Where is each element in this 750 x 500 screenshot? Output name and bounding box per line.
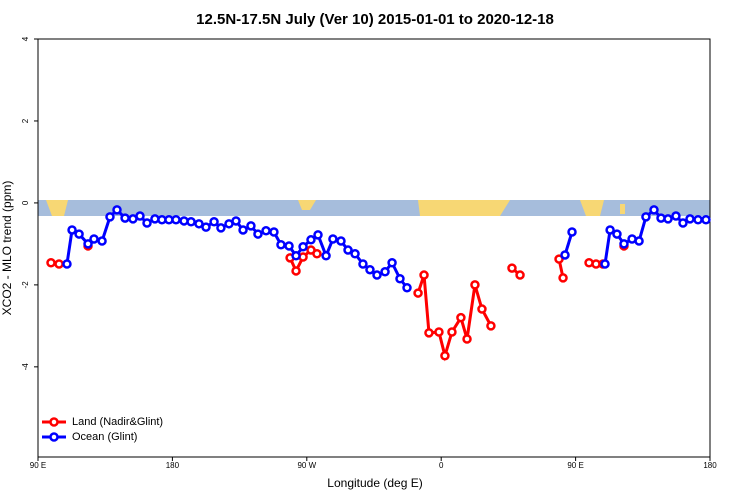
x-axis-label: Longitude (deg E) bbox=[327, 476, 422, 490]
data-point bbox=[54, 259, 64, 269]
x-tick-label: 0 bbox=[439, 461, 444, 470]
data-point bbox=[171, 214, 181, 225]
data-point bbox=[365, 264, 375, 275]
data-point bbox=[605, 225, 615, 235]
x-tick-label: 90 W bbox=[297, 461, 316, 470]
data-point bbox=[678, 218, 688, 228]
data-point bbox=[67, 225, 77, 235]
data-point bbox=[413, 288, 423, 298]
data-point bbox=[612, 229, 622, 239]
data-point bbox=[440, 351, 450, 361]
x-tick-label: 90 E bbox=[30, 461, 46, 470]
plot-frame bbox=[37, 38, 711, 458]
data-point bbox=[89, 234, 99, 244]
data-point bbox=[194, 219, 204, 229]
data-point bbox=[336, 236, 346, 246]
data-point bbox=[358, 259, 368, 269]
x-tick-label: 180 bbox=[703, 461, 717, 470]
data-point bbox=[470, 280, 480, 290]
data-point bbox=[649, 205, 659, 215]
legend-label: Land (Nadir&Glint) bbox=[72, 416, 163, 428]
data-point bbox=[701, 214, 711, 225]
data-point bbox=[560, 250, 570, 260]
data-point bbox=[209, 217, 219, 227]
data-point bbox=[558, 273, 568, 283]
data-point bbox=[372, 270, 382, 280]
data-point bbox=[419, 270, 429, 280]
data-point bbox=[142, 218, 152, 228]
data-point bbox=[105, 212, 115, 222]
x-tick-label: 90 E bbox=[567, 461, 583, 470]
data-point bbox=[261, 226, 271, 236]
data-point bbox=[685, 214, 695, 224]
data-point bbox=[298, 242, 308, 252]
data-point bbox=[641, 212, 651, 222]
y-tick-label: -4 bbox=[21, 363, 30, 371]
data-point bbox=[567, 227, 577, 237]
data-point bbox=[284, 241, 294, 251]
legend-marker bbox=[49, 417, 59, 427]
data-point bbox=[112, 205, 122, 215]
data-point bbox=[515, 270, 525, 280]
data-point bbox=[313, 230, 323, 240]
data-point bbox=[554, 254, 564, 264]
data-point bbox=[424, 328, 434, 338]
x-tick-label: 180 bbox=[166, 461, 180, 470]
y-tick-label: -2 bbox=[21, 281, 30, 289]
data-point bbox=[671, 211, 681, 221]
data-point bbox=[276, 239, 286, 250]
data-point bbox=[402, 283, 412, 293]
data-point bbox=[321, 251, 331, 261]
data-point bbox=[462, 334, 472, 344]
data-point bbox=[350, 248, 360, 259]
data-point bbox=[434, 327, 444, 337]
data-point bbox=[246, 221, 256, 231]
data-point bbox=[619, 239, 629, 249]
y-tick-label: 4 bbox=[21, 36, 30, 41]
chart-title: 12.5N-17.5N July (Ver 10) 2015-01-01 to … bbox=[196, 11, 554, 28]
y-axis-label: XCO2 - MLO trend (ppm) bbox=[0, 181, 14, 316]
data-point bbox=[238, 225, 248, 235]
y-tick-label: 2 bbox=[21, 118, 30, 123]
data-point bbox=[186, 217, 196, 227]
data-point bbox=[312, 248, 322, 259]
data-point bbox=[634, 236, 644, 246]
data-point bbox=[486, 321, 496, 331]
data-point bbox=[74, 229, 84, 239]
series-line bbox=[416, 274, 493, 362]
data-point bbox=[231, 216, 241, 226]
data-point bbox=[46, 258, 56, 268]
data-point bbox=[447, 327, 457, 337]
data-point bbox=[456, 312, 466, 323]
data-point bbox=[663, 214, 673, 224]
data-point bbox=[600, 259, 610, 269]
y-tick-label: 0 bbox=[21, 200, 30, 205]
data-point bbox=[291, 251, 301, 261]
data-point bbox=[83, 239, 93, 249]
data-point bbox=[477, 304, 487, 314]
data-point bbox=[62, 259, 72, 269]
data-point bbox=[387, 258, 397, 268]
data-point bbox=[306, 235, 316, 245]
data-point bbox=[269, 227, 279, 237]
data-point bbox=[395, 273, 405, 284]
data-point bbox=[380, 267, 390, 277]
data-point bbox=[693, 214, 703, 225]
data-point bbox=[120, 213, 130, 223]
data-point bbox=[216, 223, 226, 233]
data-point bbox=[343, 245, 353, 255]
data-point bbox=[291, 266, 301, 276]
map-strip bbox=[38, 200, 710, 216]
data-point bbox=[328, 234, 338, 244]
data-point bbox=[97, 236, 107, 246]
data-point bbox=[507, 263, 517, 273]
data-point bbox=[253, 229, 263, 239]
data-point bbox=[201, 222, 211, 232]
legend-label: Ocean (Glint) bbox=[72, 431, 137, 443]
data-point bbox=[135, 211, 145, 221]
legend-marker bbox=[49, 432, 59, 442]
